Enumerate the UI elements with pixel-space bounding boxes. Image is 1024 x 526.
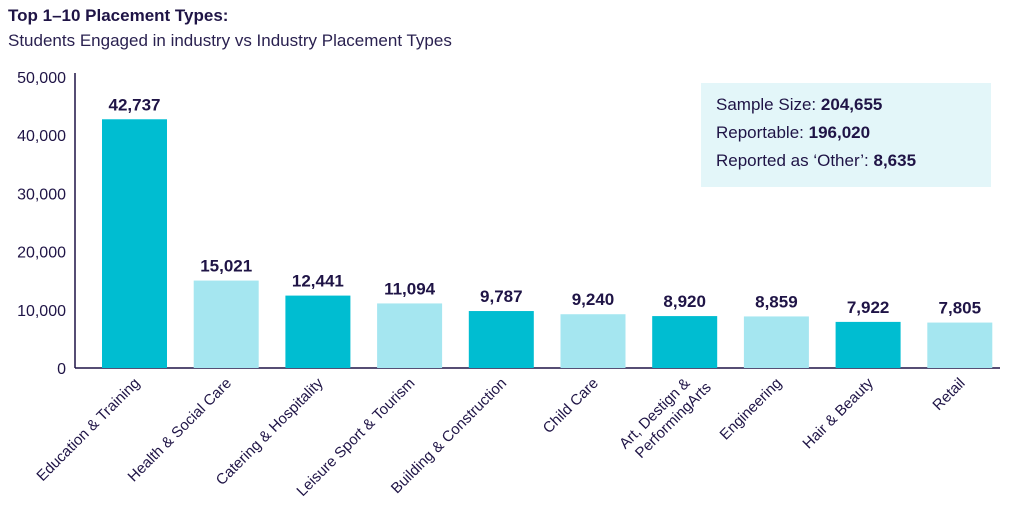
bar <box>927 322 993 368</box>
x-tick-label: Engineering <box>717 375 786 444</box>
sample-size-value: 204,655 <box>820 95 883 114</box>
data-label: 12,441 <box>292 272 344 291</box>
data-label: 9,787 <box>480 287 523 306</box>
data-label: 7,805 <box>939 299 982 318</box>
x-tick-label: Retail <box>929 375 968 414</box>
bar <box>377 303 443 368</box>
data-label: 8,859 <box>755 292 798 311</box>
sample-info-box: Sample Size: 204,655 Reportable: 196,020… <box>701 83 991 187</box>
bar <box>285 295 351 368</box>
data-label: 42,737 <box>109 95 161 114</box>
x-tick-label: Health & Social Care <box>125 375 235 485</box>
bar <box>835 321 901 368</box>
x-tick-label: Hair & Beauty <box>799 374 877 452</box>
chart-subtitle: Students Engaged in industry vs Industry… <box>8 31 452 50</box>
bar <box>743 316 809 368</box>
other-value: 8,635 <box>873 151 917 170</box>
y-tick-label: 50,000 <box>17 70 66 87</box>
data-label: 15,021 <box>200 257 252 276</box>
x-tick-label: Child Care <box>540 375 602 437</box>
y-tick-label: 10,000 <box>17 303 66 320</box>
y-tick-label: 40,000 <box>17 128 66 145</box>
data-label: 7,922 <box>847 298 890 317</box>
reportable-label: Reportable: <box>716 123 804 142</box>
other-line: Reported as ‘Other’: 8,635 <box>716 147 991 175</box>
reportable-value: 196,020 <box>808 123 871 142</box>
data-label: 9,240 <box>572 290 615 309</box>
y-tick-label: 0 <box>57 361 66 378</box>
sample-size-label: Sample Size: <box>716 95 817 114</box>
reportable-line: Reportable: 196,020 <box>716 119 991 147</box>
data-label: 11,094 <box>384 279 436 298</box>
bar <box>560 314 626 368</box>
bar <box>193 280 259 368</box>
other-label: Reported as ‘Other’: <box>716 151 869 170</box>
y-tick-label: 20,000 <box>17 245 66 262</box>
bar <box>652 316 718 368</box>
chart-title: Top 1–10 Placement Types: <box>8 6 229 25</box>
data-label: 8,920 <box>663 292 706 311</box>
sample-size-line: Sample Size: 204,655 <box>716 91 991 119</box>
y-tick-label: 30,000 <box>17 186 66 203</box>
x-tick-label: Education & Training <box>33 375 143 485</box>
x-tick-label: Art, Destign &PerformingArts <box>616 366 715 465</box>
bar <box>468 311 534 368</box>
bar <box>102 119 167 368</box>
